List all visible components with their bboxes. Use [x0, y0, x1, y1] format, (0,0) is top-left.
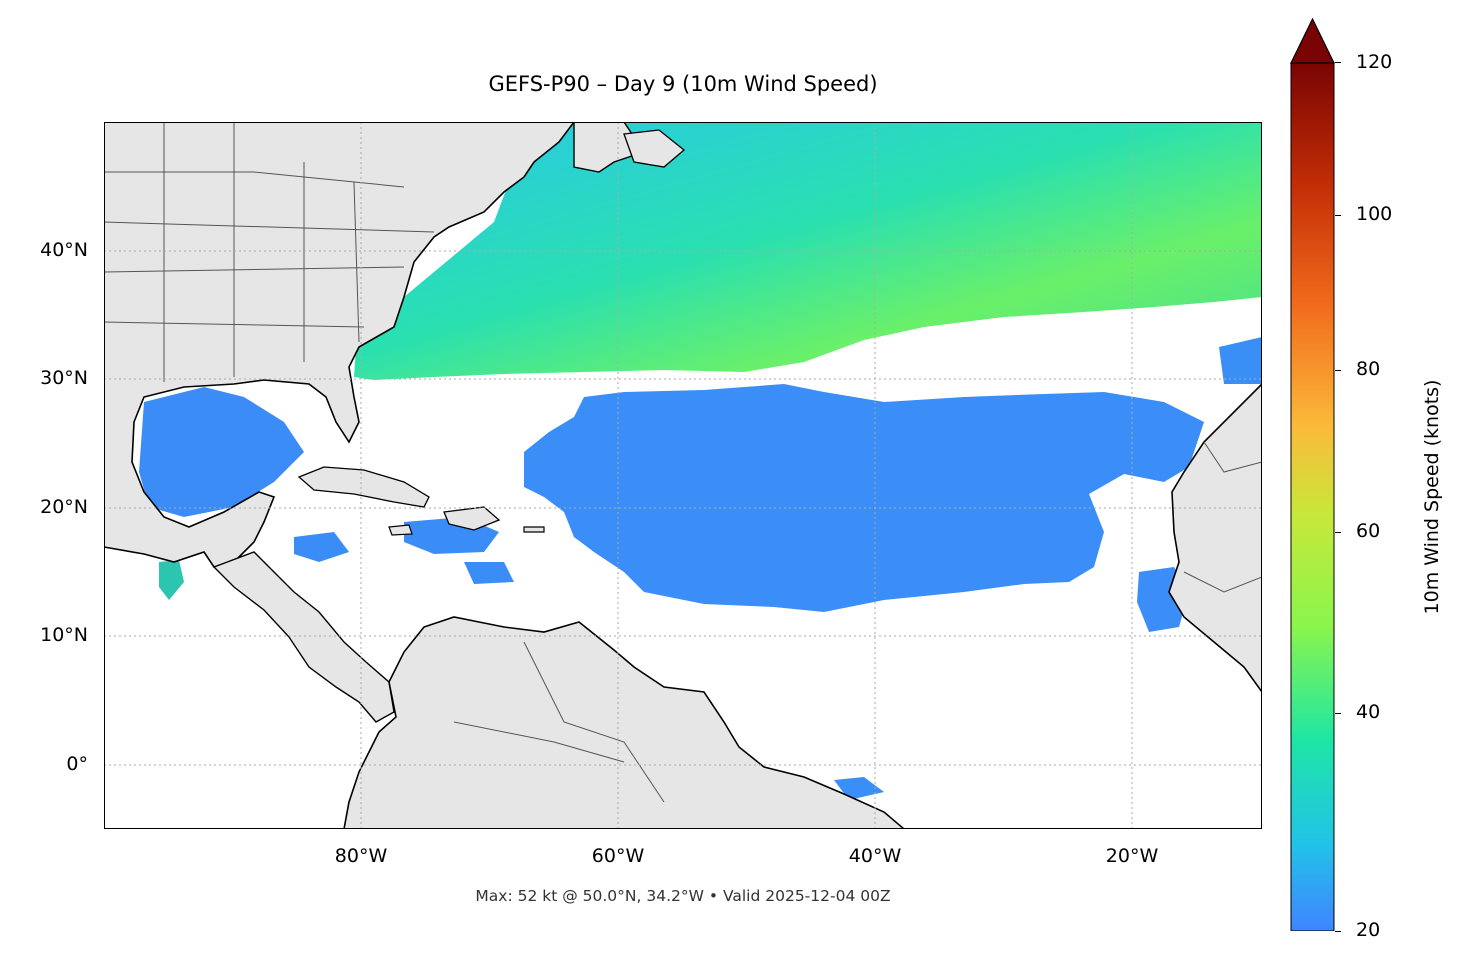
map-title: GEFS-P90 – Day 9 (10m Wind Speed)	[488, 72, 878, 96]
wind-band-trade	[524, 384, 1204, 612]
x-tick-label: 40°W	[848, 845, 902, 867]
y-tick-label: 40°N	[40, 239, 88, 261]
colorbar	[1290, 62, 1335, 931]
colorbar-tick-label: 80	[1356, 358, 1381, 380]
colorbar-tick-label: 100	[1356, 203, 1393, 225]
y-tick-label: 0°	[66, 753, 88, 775]
land-north-america	[104, 122, 575, 568]
land-south-america	[343, 616, 906, 829]
x-tick-label: 60°W	[591, 845, 645, 867]
wind-patch-gulf	[139, 387, 304, 517]
wind-band-north	[354, 122, 1262, 380]
colorbar-tick-label: 40	[1356, 701, 1381, 723]
colorbar-extend-arrow	[1290, 18, 1335, 64]
x-tick-label: 20°W	[1105, 845, 1159, 867]
y-tick-label: 20°N	[40, 496, 88, 518]
y-tick-label: 30°N	[40, 367, 88, 389]
map-canvas	[104, 122, 1262, 829]
colorbar-tick-label: 20	[1356, 919, 1381, 941]
x-tick-label: 80°W	[334, 845, 388, 867]
colorbar-tick-label: 120	[1356, 51, 1393, 73]
colorbar-label: 10m Wind Speed (knots)	[1421, 379, 1443, 615]
y-tick-label: 10°N	[40, 624, 88, 646]
map-footer: Max: 52 kt @ 50.0°N, 34.2°W • Valid 2025…	[475, 887, 891, 905]
land-cuba	[297, 466, 430, 508]
colorbar-tick-label: 60	[1356, 520, 1381, 542]
map-panel[interactable]	[104, 122, 1262, 829]
